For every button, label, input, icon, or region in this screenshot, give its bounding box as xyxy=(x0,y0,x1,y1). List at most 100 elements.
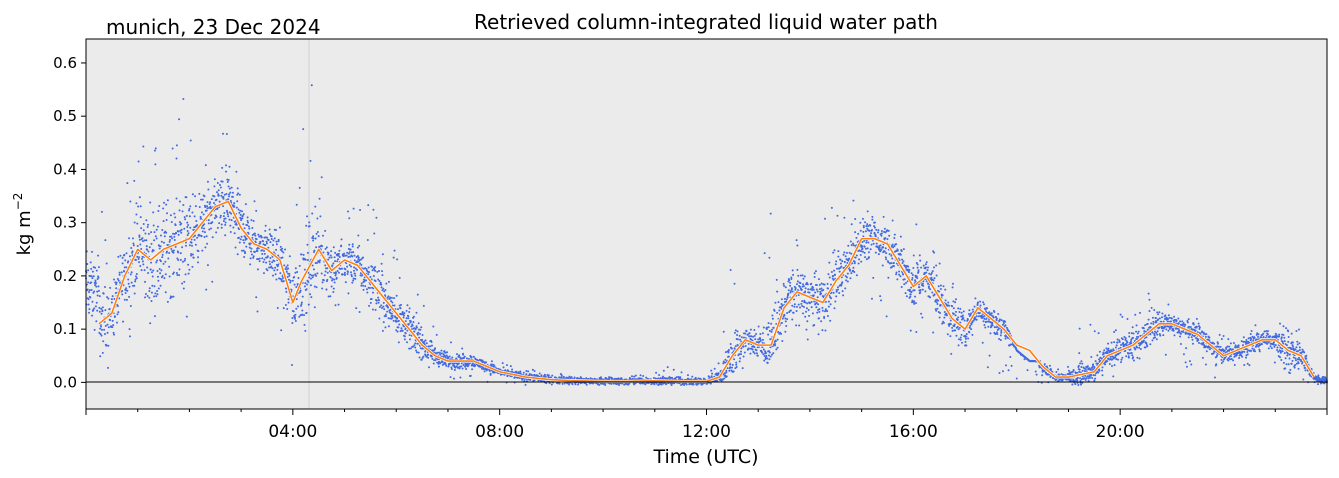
scatter-point xyxy=(666,366,669,369)
scatter-point xyxy=(977,315,980,318)
scatter-point xyxy=(962,310,965,313)
scatter-point xyxy=(725,369,728,372)
scatter-point xyxy=(736,338,739,341)
scatter-point xyxy=(784,320,787,323)
scatter-point xyxy=(295,285,298,288)
scatter-point xyxy=(309,293,312,296)
scatter-point xyxy=(142,263,145,266)
scatter-point xyxy=(288,272,291,275)
scatter-point xyxy=(397,326,400,329)
scatter-point xyxy=(89,261,92,264)
scatter-point xyxy=(382,301,385,304)
scatter-point xyxy=(215,191,218,194)
scatter-point xyxy=(345,262,348,265)
scatter-point xyxy=(905,281,908,284)
scatter-point xyxy=(854,244,857,247)
scatter-point xyxy=(243,256,246,259)
scatter-point xyxy=(425,355,428,358)
scatter-point xyxy=(820,320,823,323)
scatter-point xyxy=(416,333,419,336)
scatter-point xyxy=(191,193,194,196)
scatter-point xyxy=(131,250,134,253)
scatter-point xyxy=(844,287,847,290)
scatter-point xyxy=(976,301,979,304)
scatter-point xyxy=(1144,346,1147,349)
scatter-point xyxy=(151,284,154,287)
scatter-point xyxy=(750,335,753,338)
scatter-point xyxy=(109,319,112,322)
scatter-point xyxy=(360,284,363,287)
scatter-point xyxy=(924,263,927,266)
scatter-point xyxy=(1126,341,1129,344)
scatter-point xyxy=(177,251,180,254)
scatter-point xyxy=(172,232,175,235)
scatter-point xyxy=(891,243,894,246)
scatter-point xyxy=(151,275,154,278)
scatter-point xyxy=(399,303,402,306)
scatter-point xyxy=(914,280,917,283)
scatter-point xyxy=(733,347,736,350)
scatter-point xyxy=(250,250,253,253)
scatter-point xyxy=(1107,342,1110,345)
scatter-point xyxy=(672,368,675,371)
scatter-point xyxy=(95,269,98,272)
scatter-point xyxy=(936,307,939,310)
scatter-point xyxy=(271,267,274,270)
scatter-point xyxy=(112,324,115,327)
scatter-point xyxy=(775,278,778,281)
scatter-point xyxy=(462,357,465,360)
scatter-point xyxy=(91,300,94,303)
scatter-point xyxy=(194,234,197,237)
scatter-point xyxy=(458,354,461,357)
scatter-point xyxy=(348,217,351,220)
scatter-point xyxy=(892,261,895,264)
scatter-point xyxy=(250,247,253,250)
scatter-point xyxy=(287,278,290,281)
scatter-point xyxy=(165,203,168,206)
scatter-point xyxy=(374,266,377,269)
scatter-point xyxy=(824,217,826,220)
scatter-point xyxy=(318,261,321,264)
scatter-point xyxy=(730,347,733,350)
scatter-point xyxy=(170,295,173,298)
scatter-point xyxy=(353,254,356,257)
scatter-point xyxy=(397,341,400,344)
scatter-point xyxy=(150,242,153,245)
scatter-point xyxy=(193,238,196,241)
scatter-point xyxy=(222,205,225,208)
scatter-point xyxy=(457,366,460,369)
scatter-point xyxy=(353,269,356,272)
scatter-point xyxy=(244,251,246,253)
scatter-point xyxy=(884,256,887,259)
scatter-point xyxy=(334,304,337,307)
scatter-point xyxy=(786,311,789,314)
scatter-point xyxy=(970,323,973,326)
scatter-point xyxy=(849,277,852,280)
scatter-point xyxy=(306,251,309,254)
scatter-point xyxy=(951,286,954,289)
scatter-point xyxy=(436,358,439,361)
scatter-point xyxy=(812,294,815,297)
scatter-point xyxy=(206,205,209,208)
scatter-point xyxy=(415,349,418,352)
scatter-point xyxy=(995,316,998,319)
scatter-point xyxy=(1004,364,1007,367)
scatter-point xyxy=(560,376,563,379)
scatter-point xyxy=(355,307,358,310)
scatter-point xyxy=(1142,327,1145,330)
scatter-point xyxy=(654,377,657,380)
scatter-point xyxy=(1151,316,1154,319)
scatter-point xyxy=(709,382,712,385)
scatter-point xyxy=(88,291,91,294)
scatter-point xyxy=(258,257,261,260)
scatter-point xyxy=(315,246,318,249)
scatter-point xyxy=(141,240,144,243)
scatter-point xyxy=(835,290,838,293)
scatter-point xyxy=(408,334,411,337)
scatter-point xyxy=(233,232,236,235)
scatter-point xyxy=(919,291,922,294)
scatter-point xyxy=(128,328,131,331)
scatter-point xyxy=(310,84,313,87)
scatter-point xyxy=(434,347,437,350)
scatter-point xyxy=(223,193,226,196)
